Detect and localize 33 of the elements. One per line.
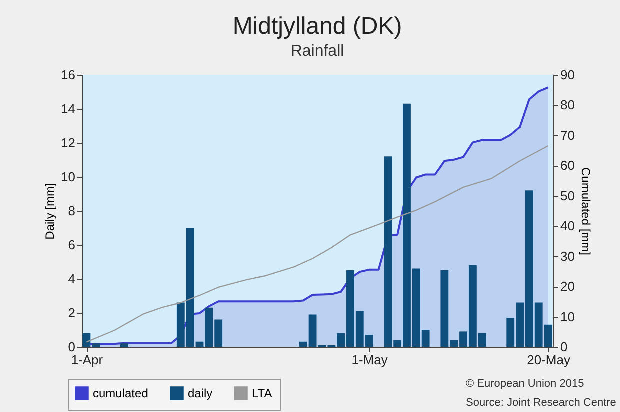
y2-tick-label: 60 — [560, 158, 575, 174]
x-tick-label: 20-May — [527, 352, 571, 368]
y2-tick-label: 70 — [560, 128, 575, 143]
y-tick-label: 14 — [61, 102, 76, 116]
y2-tick-label: 20 — [560, 279, 575, 294]
y-tick-label: 8 — [68, 204, 76, 218]
y2-tick-label: 50 — [560, 188, 575, 204]
x-tick-label: 1-Apr — [71, 352, 104, 368]
y2-tick-label: 90 — [560, 68, 575, 82]
x-tick-label: 1-May — [352, 352, 388, 368]
y-axis-title: Daily [mm] — [43, 183, 58, 240]
chart-subtitle: Rainfall — [290, 43, 344, 60]
y-tick-label: 12 — [61, 136, 76, 150]
y-tick-label: 4 — [68, 272, 76, 286]
y-tick-label: 6 — [68, 238, 76, 252]
y-tick-label: 0 — [68, 340, 76, 354]
y2-tick-label: 0 — [560, 340, 568, 354]
y2-tick-label: 10 — [560, 309, 575, 324]
y-tick-label: 10 — [61, 170, 76, 184]
chart-title: Midtjylland (DK) — [232, 13, 402, 40]
y-tick-label: 2 — [68, 306, 76, 320]
bar — [120, 344, 128, 347]
y2-tick-label: 80 — [560, 98, 575, 113]
legend-label: daily — [188, 386, 213, 400]
y2-tick-label: 40 — [560, 218, 575, 234]
y2-axis-title: Cumulated [mm] — [578, 167, 593, 256]
text: © European Union 2015 — [466, 378, 584, 390]
line-series — [86, 145, 549, 343]
legend-label: cumulated — [93, 386, 148, 400]
y2-tick-label: 30 — [560, 248, 575, 264]
source-note: Source: Joint Research Centre — [466, 397, 616, 409]
legend-label: LTA — [252, 386, 272, 400]
y-tick-label: 16 — [61, 68, 76, 82]
